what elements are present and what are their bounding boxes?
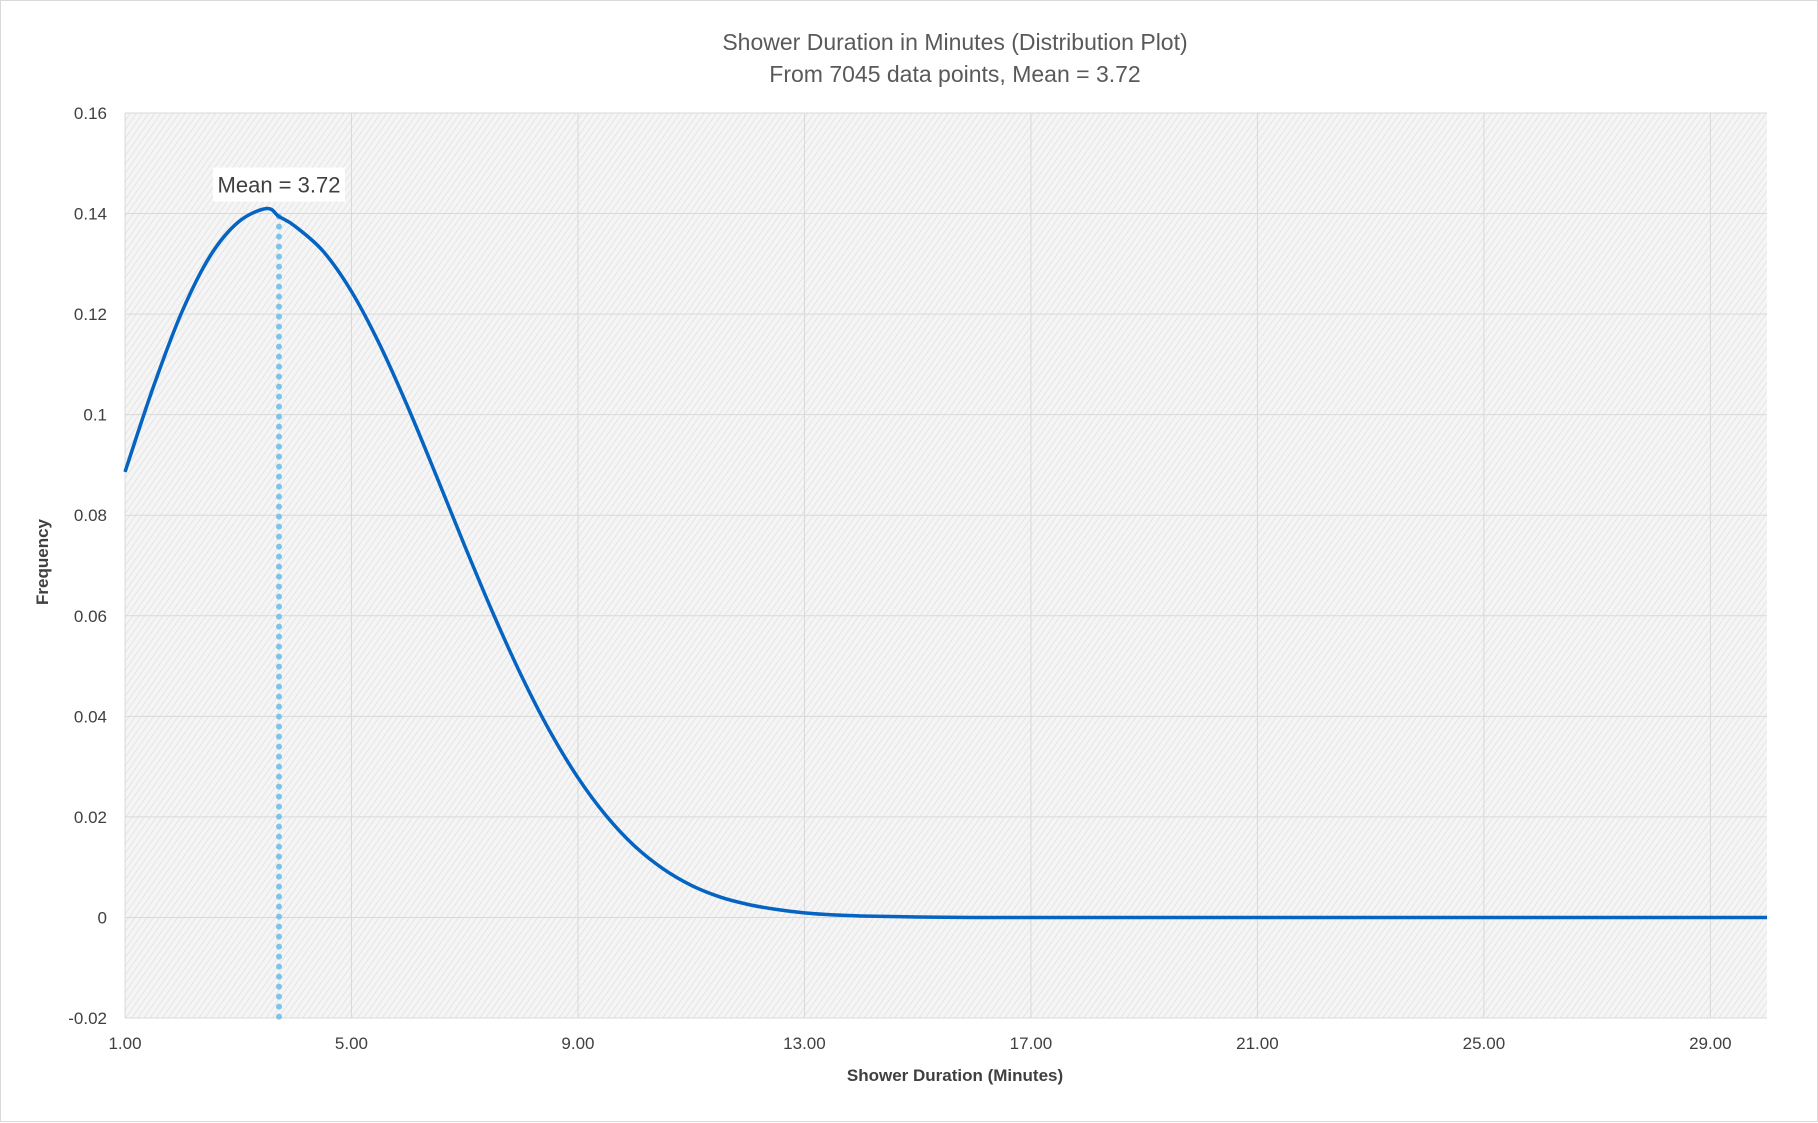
x-tick-label: 21.00 xyxy=(1236,1034,1279,1053)
y-tick-label: 0.04 xyxy=(74,707,107,726)
y-tick-label: 0.08 xyxy=(74,506,107,525)
y-tick-label: 0.1 xyxy=(83,406,107,425)
y-tick-label: 0.02 xyxy=(74,808,107,827)
y-tick-label: 0.06 xyxy=(74,607,107,626)
mean-label-box xyxy=(213,167,346,202)
x-axis-title: Shower Duration (Minutes) xyxy=(847,1066,1063,1085)
x-tick-label: 9.00 xyxy=(561,1034,594,1053)
y-tick-label: 0.14 xyxy=(74,205,107,224)
y-tick-label: 0.12 xyxy=(74,305,107,324)
y-tick-label: -0.02 xyxy=(68,1009,107,1028)
x-tick-label: 5.00 xyxy=(335,1034,368,1053)
chart-subtitle: From 7045 data points, Mean = 3.72 xyxy=(769,61,1140,87)
x-tick-label: 1.00 xyxy=(108,1034,141,1053)
y-axis-title: Frequency xyxy=(33,518,52,605)
x-tick-label: 29.00 xyxy=(1689,1034,1732,1053)
y-axis: -0.02 0 0.02 0.04 0.06 0.08 0.1 0.12 0.14 0.16 xyxy=(68,104,107,1028)
y-tick-label: 0 xyxy=(98,908,107,927)
x-tick-label: 13.00 xyxy=(783,1034,826,1053)
x-tick-label: 25.00 xyxy=(1463,1034,1506,1053)
mean-label: Mean = 3.72 xyxy=(218,173,341,198)
plot-area xyxy=(125,113,1767,1018)
chart-title: Shower Duration in Minutes (Distribution… xyxy=(722,29,1187,55)
x-axis: 1.00 5.00 9.00 13.00 17.00 21.00 25.00 29.00 xyxy=(108,1034,1731,1053)
y-tick-label: 0.16 xyxy=(74,104,107,123)
x-tick-label: 17.00 xyxy=(1010,1034,1053,1053)
annotation-layer: Mean = 3.72 xyxy=(213,167,346,1021)
gridlines xyxy=(124,112,1767,1019)
series-line xyxy=(123,206,1767,920)
